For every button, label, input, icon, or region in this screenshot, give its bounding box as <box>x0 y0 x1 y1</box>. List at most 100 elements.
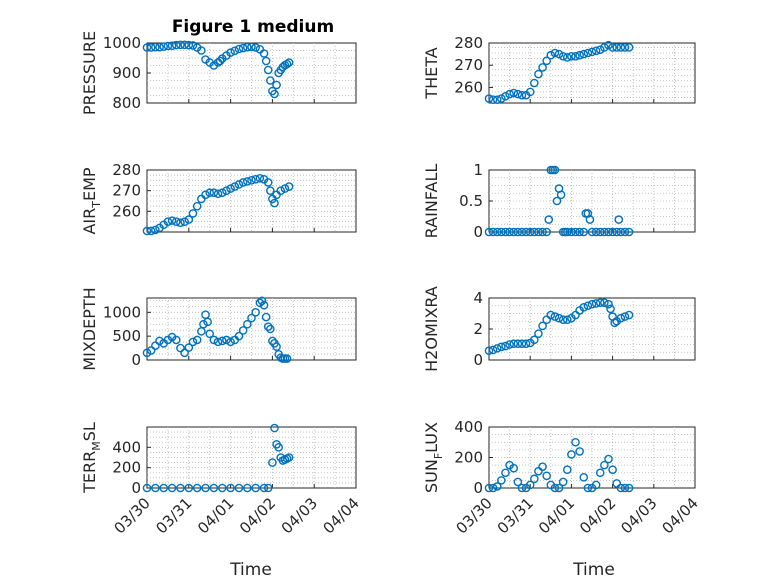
y-tick-label: 270 <box>112 182 141 200</box>
data-point <box>488 95 498 104</box>
data-point <box>525 227 535 237</box>
data-point <box>247 313 256 323</box>
data-point <box>501 341 510 351</box>
data-point <box>513 339 523 349</box>
data-point <box>538 63 547 72</box>
data-point <box>274 443 283 452</box>
data-point <box>263 65 273 75</box>
data-point <box>608 465 617 475</box>
data-point <box>513 477 523 487</box>
data-point <box>497 94 506 103</box>
y-tick-label: 900 <box>112 64 141 82</box>
data-point <box>167 216 177 225</box>
data-point <box>492 482 502 491</box>
data-point <box>538 462 547 471</box>
data-point <box>567 52 576 61</box>
data-point <box>558 52 568 61</box>
data-point <box>595 227 605 237</box>
data-point <box>238 43 248 53</box>
data-point <box>268 458 277 467</box>
y-tick-label: 0.5 <box>459 192 483 210</box>
y-tick-label: 2 <box>473 320 483 338</box>
y-axis-label: TERRMSL <box>80 422 103 494</box>
data-point <box>284 182 294 191</box>
x-tick-label: 04/02 <box>236 494 279 537</box>
data-point <box>226 483 235 493</box>
data-point <box>525 480 535 490</box>
data-point <box>142 483 152 493</box>
data-point <box>171 335 181 345</box>
data-point <box>583 301 593 311</box>
data-point <box>192 483 202 493</box>
data-point <box>146 43 156 52</box>
data-point <box>272 80 281 90</box>
y-tick-label: 0 <box>131 479 141 497</box>
data-point <box>282 354 292 363</box>
data-point <box>266 186 275 195</box>
data-point <box>222 186 231 195</box>
data-point <box>268 336 277 346</box>
data-point <box>234 44 244 54</box>
data-point <box>180 348 189 358</box>
data-point <box>247 42 256 52</box>
y-tick-label: 270 <box>454 56 483 74</box>
data-point <box>263 483 273 493</box>
data-point <box>616 313 626 323</box>
data-point <box>199 319 208 329</box>
data-point <box>171 217 181 226</box>
data-point <box>215 56 225 66</box>
data-point <box>554 49 564 59</box>
data-point <box>534 227 543 237</box>
data-point <box>484 346 494 356</box>
data-point <box>505 340 514 349</box>
y-tick-label: 280 <box>454 34 483 52</box>
data-point <box>263 178 273 187</box>
data-point <box>217 188 227 198</box>
data-point <box>176 483 185 493</box>
data-point <box>538 321 547 331</box>
data-point <box>587 47 597 57</box>
data-point <box>484 94 494 103</box>
data-point <box>192 335 202 345</box>
data-point <box>612 43 622 52</box>
y-tick-label: 400 <box>454 418 483 436</box>
data-point <box>159 42 169 51</box>
data-point <box>261 56 271 66</box>
data-point <box>492 227 502 237</box>
data-point <box>226 337 235 347</box>
y-axis-label: H2OMIXRA <box>422 286 441 372</box>
data-point <box>243 483 252 493</box>
data-point <box>243 177 252 186</box>
y-tick-label: 0 <box>473 479 483 497</box>
data-point <box>591 227 601 237</box>
data-point <box>213 189 223 199</box>
data-point <box>234 483 244 493</box>
y-tick-label: 200 <box>112 459 141 477</box>
data-point <box>550 165 560 175</box>
data-point <box>497 476 506 485</box>
data-point <box>562 315 572 325</box>
data-point <box>509 227 519 237</box>
data-point <box>230 182 240 191</box>
data-point <box>585 215 595 224</box>
data-point <box>259 300 269 310</box>
data-point <box>488 483 498 493</box>
data-point <box>620 312 630 321</box>
data-point <box>226 184 235 193</box>
data-point <box>562 227 572 237</box>
data-point <box>550 48 560 58</box>
data-point <box>497 342 506 352</box>
data-point <box>546 50 556 60</box>
data-point <box>517 90 527 100</box>
data-point <box>266 76 275 85</box>
data-point <box>567 450 576 459</box>
data-point <box>517 483 527 493</box>
y-tick-label: 0 <box>131 351 141 369</box>
data-point <box>217 483 227 493</box>
data-point <box>497 227 506 237</box>
data-point <box>624 310 634 320</box>
data-point <box>188 209 198 218</box>
y-axis-label: MIXDEPTH <box>80 287 99 370</box>
